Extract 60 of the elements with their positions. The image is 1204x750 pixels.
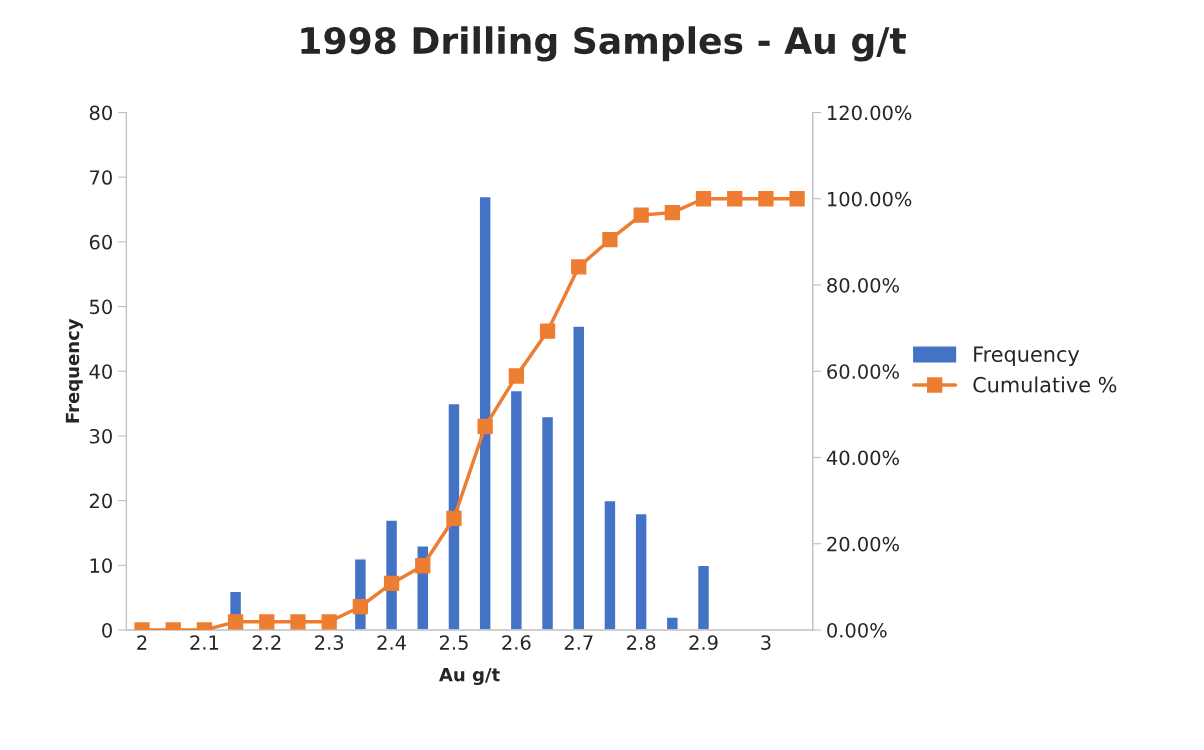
point <box>446 510 462 526</box>
point <box>415 558 431 574</box>
bar <box>572 325 586 630</box>
point <box>352 599 369 615</box>
x-tick-label: 2.7 <box>564 635 593 650</box>
y2-tick-label: 60.00% <box>827 364 899 379</box>
chart-title: 1998 Drilling Samples - Au g/t <box>301 26 906 62</box>
point <box>539 323 556 339</box>
y-axis-title: Frequency <box>65 318 83 423</box>
y2-tick-label: 80.00% <box>827 277 899 293</box>
y-tick-label: 20 <box>89 493 112 509</box>
point <box>633 207 649 223</box>
point <box>477 418 493 435</box>
y2-tick-label: 100.00% <box>828 191 912 207</box>
legend-label: Cumulative % <box>973 376 1117 393</box>
x-tick-label: 2.4 <box>377 635 406 650</box>
y2-tick-label: 20.00% <box>827 536 899 552</box>
bar <box>447 402 461 630</box>
y-tick-label: 0 <box>102 622 112 638</box>
point <box>321 614 337 630</box>
bar <box>634 512 648 630</box>
y-tick-label: 60 <box>89 234 112 250</box>
legend-label: Frequency <box>974 346 1080 367</box>
y2-tick-label: 120.00% <box>828 105 912 121</box>
y-tick-label: 80 <box>89 105 112 121</box>
y-tick-label: 50 <box>89 299 112 315</box>
y-tick-label: 30 <box>89 428 112 444</box>
y2-tick-label: 40.00% <box>826 450 899 466</box>
bar <box>540 415 555 630</box>
point <box>571 259 587 275</box>
bar <box>603 499 617 630</box>
point <box>602 232 618 248</box>
x-tick-label: 2.3 <box>315 635 344 650</box>
y2-tick-label: 0.00% <box>827 622 887 638</box>
point <box>727 191 743 207</box>
y-tick-label: 40 <box>89 364 112 379</box>
point <box>695 191 712 207</box>
x-tick-label: 3 <box>761 635 771 650</box>
x-tick-label: 2.9 <box>689 635 718 650</box>
y-tick-label: 70 <box>90 170 112 185</box>
x-axis-title: Au g/t <box>439 667 500 686</box>
point <box>758 191 774 207</box>
point <box>227 614 244 630</box>
x-tick-label: 2.1 <box>190 635 219 650</box>
point <box>508 368 524 384</box>
x-tick-label: 2.6 <box>502 635 531 650</box>
y-tick-label: 10 <box>90 558 112 573</box>
x-tick-label: 2.5 <box>439 635 468 650</box>
point <box>789 191 805 207</box>
x-tick-label: 2.8 <box>627 635 656 650</box>
bar <box>665 616 679 630</box>
point <box>290 614 306 630</box>
x-tick-label: 2 <box>137 635 147 650</box>
bar <box>509 389 523 630</box>
bar <box>696 564 711 630</box>
point <box>259 614 275 630</box>
point <box>664 204 680 221</box>
bar <box>478 195 492 630</box>
point <box>383 575 400 592</box>
x-tick-label: 2.2 <box>252 635 281 650</box>
